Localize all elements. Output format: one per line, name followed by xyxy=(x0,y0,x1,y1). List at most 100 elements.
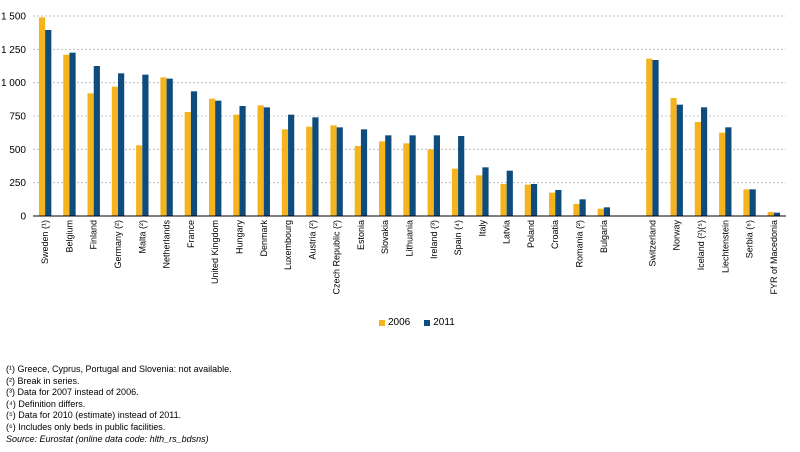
bar-2011 xyxy=(409,135,416,216)
bar-2006 xyxy=(476,175,483,216)
bar-2011 xyxy=(652,60,659,216)
bar-2011 xyxy=(530,184,538,216)
bar-2006 xyxy=(719,132,726,216)
x-tick-label: Spain (⁴) xyxy=(453,220,463,255)
bar-2011 xyxy=(773,212,781,216)
footnote-4: (⁴) Definition differs. xyxy=(6,398,86,409)
x-tick-label: Norway xyxy=(672,220,682,251)
legend-swatch-2006 xyxy=(379,319,385,326)
x-tick-label: United Kingdom xyxy=(210,220,220,284)
bar-2011 xyxy=(239,106,246,216)
x-tick-label: Slovakia xyxy=(380,220,390,254)
bar-2011 xyxy=(676,104,683,216)
footnote-3: (³) Data for 2007 instead of 2006. xyxy=(6,387,139,398)
bar-2011 xyxy=(725,127,732,216)
bar-2006 xyxy=(208,98,216,216)
x-tick-label: Luxembourg xyxy=(283,220,293,270)
bar-2006 xyxy=(281,129,289,216)
x-tick-label: France xyxy=(186,220,196,248)
x-tick-label: Netherlands xyxy=(162,220,172,269)
x-tick-label: Belgium xyxy=(64,220,74,253)
x-tick-label: Sweden (¹) xyxy=(40,220,50,264)
y-tick-label: 250 xyxy=(9,178,26,189)
legend: 2006 2011 xyxy=(379,317,455,328)
y-tick-label: 1 250 xyxy=(1,45,26,56)
x-tick-label: Serbia (⁶) xyxy=(745,220,755,258)
bar-2006 xyxy=(451,168,459,216)
legend-swatch-2011 xyxy=(424,319,431,326)
legend-label-2011: 2011 xyxy=(433,317,455,328)
bar-2011 xyxy=(555,190,562,216)
y-tick-label: 500 xyxy=(9,145,26,156)
x-tick-label: Iceland (²)(⁵) xyxy=(696,220,706,270)
bar-2011 xyxy=(506,170,513,216)
bar-2006 xyxy=(500,184,507,216)
bar-2011 xyxy=(190,91,198,216)
y-tick-label: 750 xyxy=(9,112,26,123)
bar-2006 xyxy=(233,114,240,216)
bar-2006 xyxy=(743,189,750,216)
bar-2006 xyxy=(38,17,46,217)
bar-2011 xyxy=(360,129,368,216)
x-tick-label: Hungary xyxy=(234,220,244,255)
bar-2006 xyxy=(184,112,191,216)
x-axis-tick-labels: Sweden (¹) Belgium Finland Germany (²) Malta… xyxy=(40,220,779,295)
x-tick-label: Malta (²) xyxy=(137,220,147,254)
bar-2011 xyxy=(142,74,149,217)
bar-2006 xyxy=(670,98,677,216)
bar-2006 xyxy=(767,212,774,216)
y-tick-label: 1 000 xyxy=(1,78,26,89)
x-tick-label: Switzerland xyxy=(647,220,657,267)
bar-2006 xyxy=(403,143,410,216)
bar-2011 xyxy=(45,30,52,216)
bar-2006 xyxy=(694,122,701,216)
x-tick-label: Liechtenstein xyxy=(720,220,730,273)
footnotes: (¹) Greece, Cyprus, Portugal and Sloveni… xyxy=(6,364,232,445)
bar-2011 xyxy=(385,135,392,216)
x-tick-label: Bulgaria xyxy=(599,220,609,253)
bar-2006 xyxy=(306,126,313,216)
legend-label-2006: 2006 xyxy=(388,317,411,328)
x-tick-label: Estonia xyxy=(356,220,366,250)
x-tick-label: Italy xyxy=(477,220,487,237)
bar-2011 xyxy=(482,167,489,216)
x-tick-label: Croatia xyxy=(550,220,560,249)
footnote-5: (⁵) Data for 2010 (estimate) instead of … xyxy=(6,410,182,421)
x-tick-label: Finland xyxy=(89,220,99,250)
x-tick-label: Lithuania xyxy=(405,220,415,257)
x-tick-label: Denmark xyxy=(259,220,269,257)
bar-chart: 0 250 500 750 1 000 1 250 1 500 Sweden (¹) Belg… xyxy=(1,12,786,295)
footnote-2: (²) Break in series. xyxy=(6,375,80,386)
x-tick-label: Austria (²) xyxy=(307,220,317,260)
x-tick-label: FYR of Macedonia xyxy=(769,220,779,295)
bar-2006 xyxy=(646,58,653,216)
bar-2006 xyxy=(63,54,70,216)
bar-2006 xyxy=(354,146,361,216)
y-axis-tick-labels: 0 250 500 750 1 000 1 250 1 500 xyxy=(1,12,26,223)
bar-2006 xyxy=(427,149,434,216)
bar-2006 xyxy=(524,184,531,216)
bar-2011 xyxy=(215,100,222,216)
x-tick-label: Poland xyxy=(526,220,536,248)
bar-2006 xyxy=(87,93,94,216)
bar-2011 xyxy=(336,127,343,216)
bar-2011 xyxy=(579,199,586,216)
bar-2006 xyxy=(597,208,604,216)
bar-2011 xyxy=(312,117,319,216)
bar-2006 xyxy=(257,105,264,216)
bar-2006 xyxy=(573,204,580,216)
bar-2011 xyxy=(749,189,756,216)
x-tick-label: Germany (²) xyxy=(113,220,123,269)
bar-2011 xyxy=(118,73,125,216)
bar-2011 xyxy=(458,136,465,216)
bar-2011 xyxy=(93,66,100,216)
bar-2011 xyxy=(288,114,295,216)
bar-2011 xyxy=(603,207,611,216)
bars xyxy=(38,17,781,217)
footnote-1: (¹) Greece, Cyprus, Portugal and Sloveni… xyxy=(6,364,232,374)
bar-2006 xyxy=(330,125,337,216)
x-tick-label: Latvia xyxy=(502,220,512,244)
source-note: Source: Eurostat (online data code: hlth… xyxy=(6,433,209,444)
bar-2006 xyxy=(160,77,167,216)
x-tick-label: Czech Republic (²) xyxy=(332,220,342,295)
